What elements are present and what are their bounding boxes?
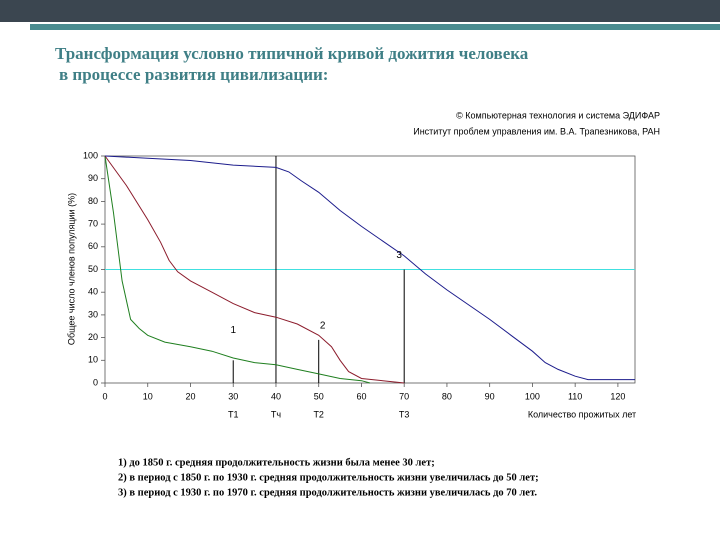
x-tick-label: 110 (568, 391, 582, 401)
x-tick-label: 100 (525, 391, 540, 401)
x-tick-label: 80 (442, 391, 452, 401)
note: 3) в период с 1930 г. по 1970 г. средняя… (118, 487, 537, 498)
threshold-label: Тч (271, 409, 281, 419)
x-axis-label: Количество прожитых лет (528, 409, 636, 419)
x-tick-label: 10 (143, 391, 153, 401)
accent-bar (30, 24, 720, 30)
series-line (104, 155, 405, 384)
series-label: 3 (396, 250, 402, 261)
x-tick-label: 30 (228, 391, 238, 401)
y-tick-label: 70 (88, 218, 98, 228)
series-label: 2 (320, 321, 326, 332)
x-tick-label: 120 (610, 391, 625, 401)
threshold-label: Т3 (399, 409, 410, 419)
x-tick-label: 50 (314, 391, 324, 401)
y-tick-label: 20 (88, 332, 98, 342)
x-tick-label: 70 (399, 391, 409, 401)
y-axis-label: Общее число членов популяции (%) (66, 193, 76, 345)
chart-title: в процессе развития цивилизации: (59, 65, 328, 84)
credit: © Компьютерная технология и система ЭДИФ… (456, 110, 660, 120)
note: 2) в период с 1850 г. по 1930 г. средняя… (118, 472, 539, 483)
x-tick-label: 90 (485, 391, 495, 401)
y-tick-label: 30 (88, 309, 98, 319)
series-line (104, 155, 371, 384)
series-line (104, 155, 635, 381)
y-tick-label: 10 (88, 355, 98, 365)
x-tick-label: 60 (356, 391, 366, 401)
threshold-label: Т1 (228, 409, 239, 419)
series-label: 1 (230, 325, 236, 336)
threshold-label: Т2 (313, 409, 324, 419)
y-tick-label: 40 (88, 287, 98, 297)
y-tick-label: 50 (88, 264, 98, 274)
y-tick-label: 60 (88, 241, 98, 251)
credit: Институт проблем управления им. В.А. Тра… (413, 126, 660, 136)
x-tick-label: 0 (102, 391, 107, 401)
chart-title: Трансформация условно типичной кривой до… (55, 44, 529, 63)
y-tick-label: 90 (88, 173, 98, 183)
note: 1) до 1850 г. средняя продолжительность … (118, 457, 435, 468)
y-tick-label: 80 (88, 196, 98, 206)
y-tick-label: 100 (83, 150, 98, 160)
x-tick-label: 20 (185, 391, 195, 401)
top-bar (0, 0, 720, 22)
y-tick-label: 0 (93, 377, 98, 387)
x-tick-label: 40 (271, 391, 281, 401)
